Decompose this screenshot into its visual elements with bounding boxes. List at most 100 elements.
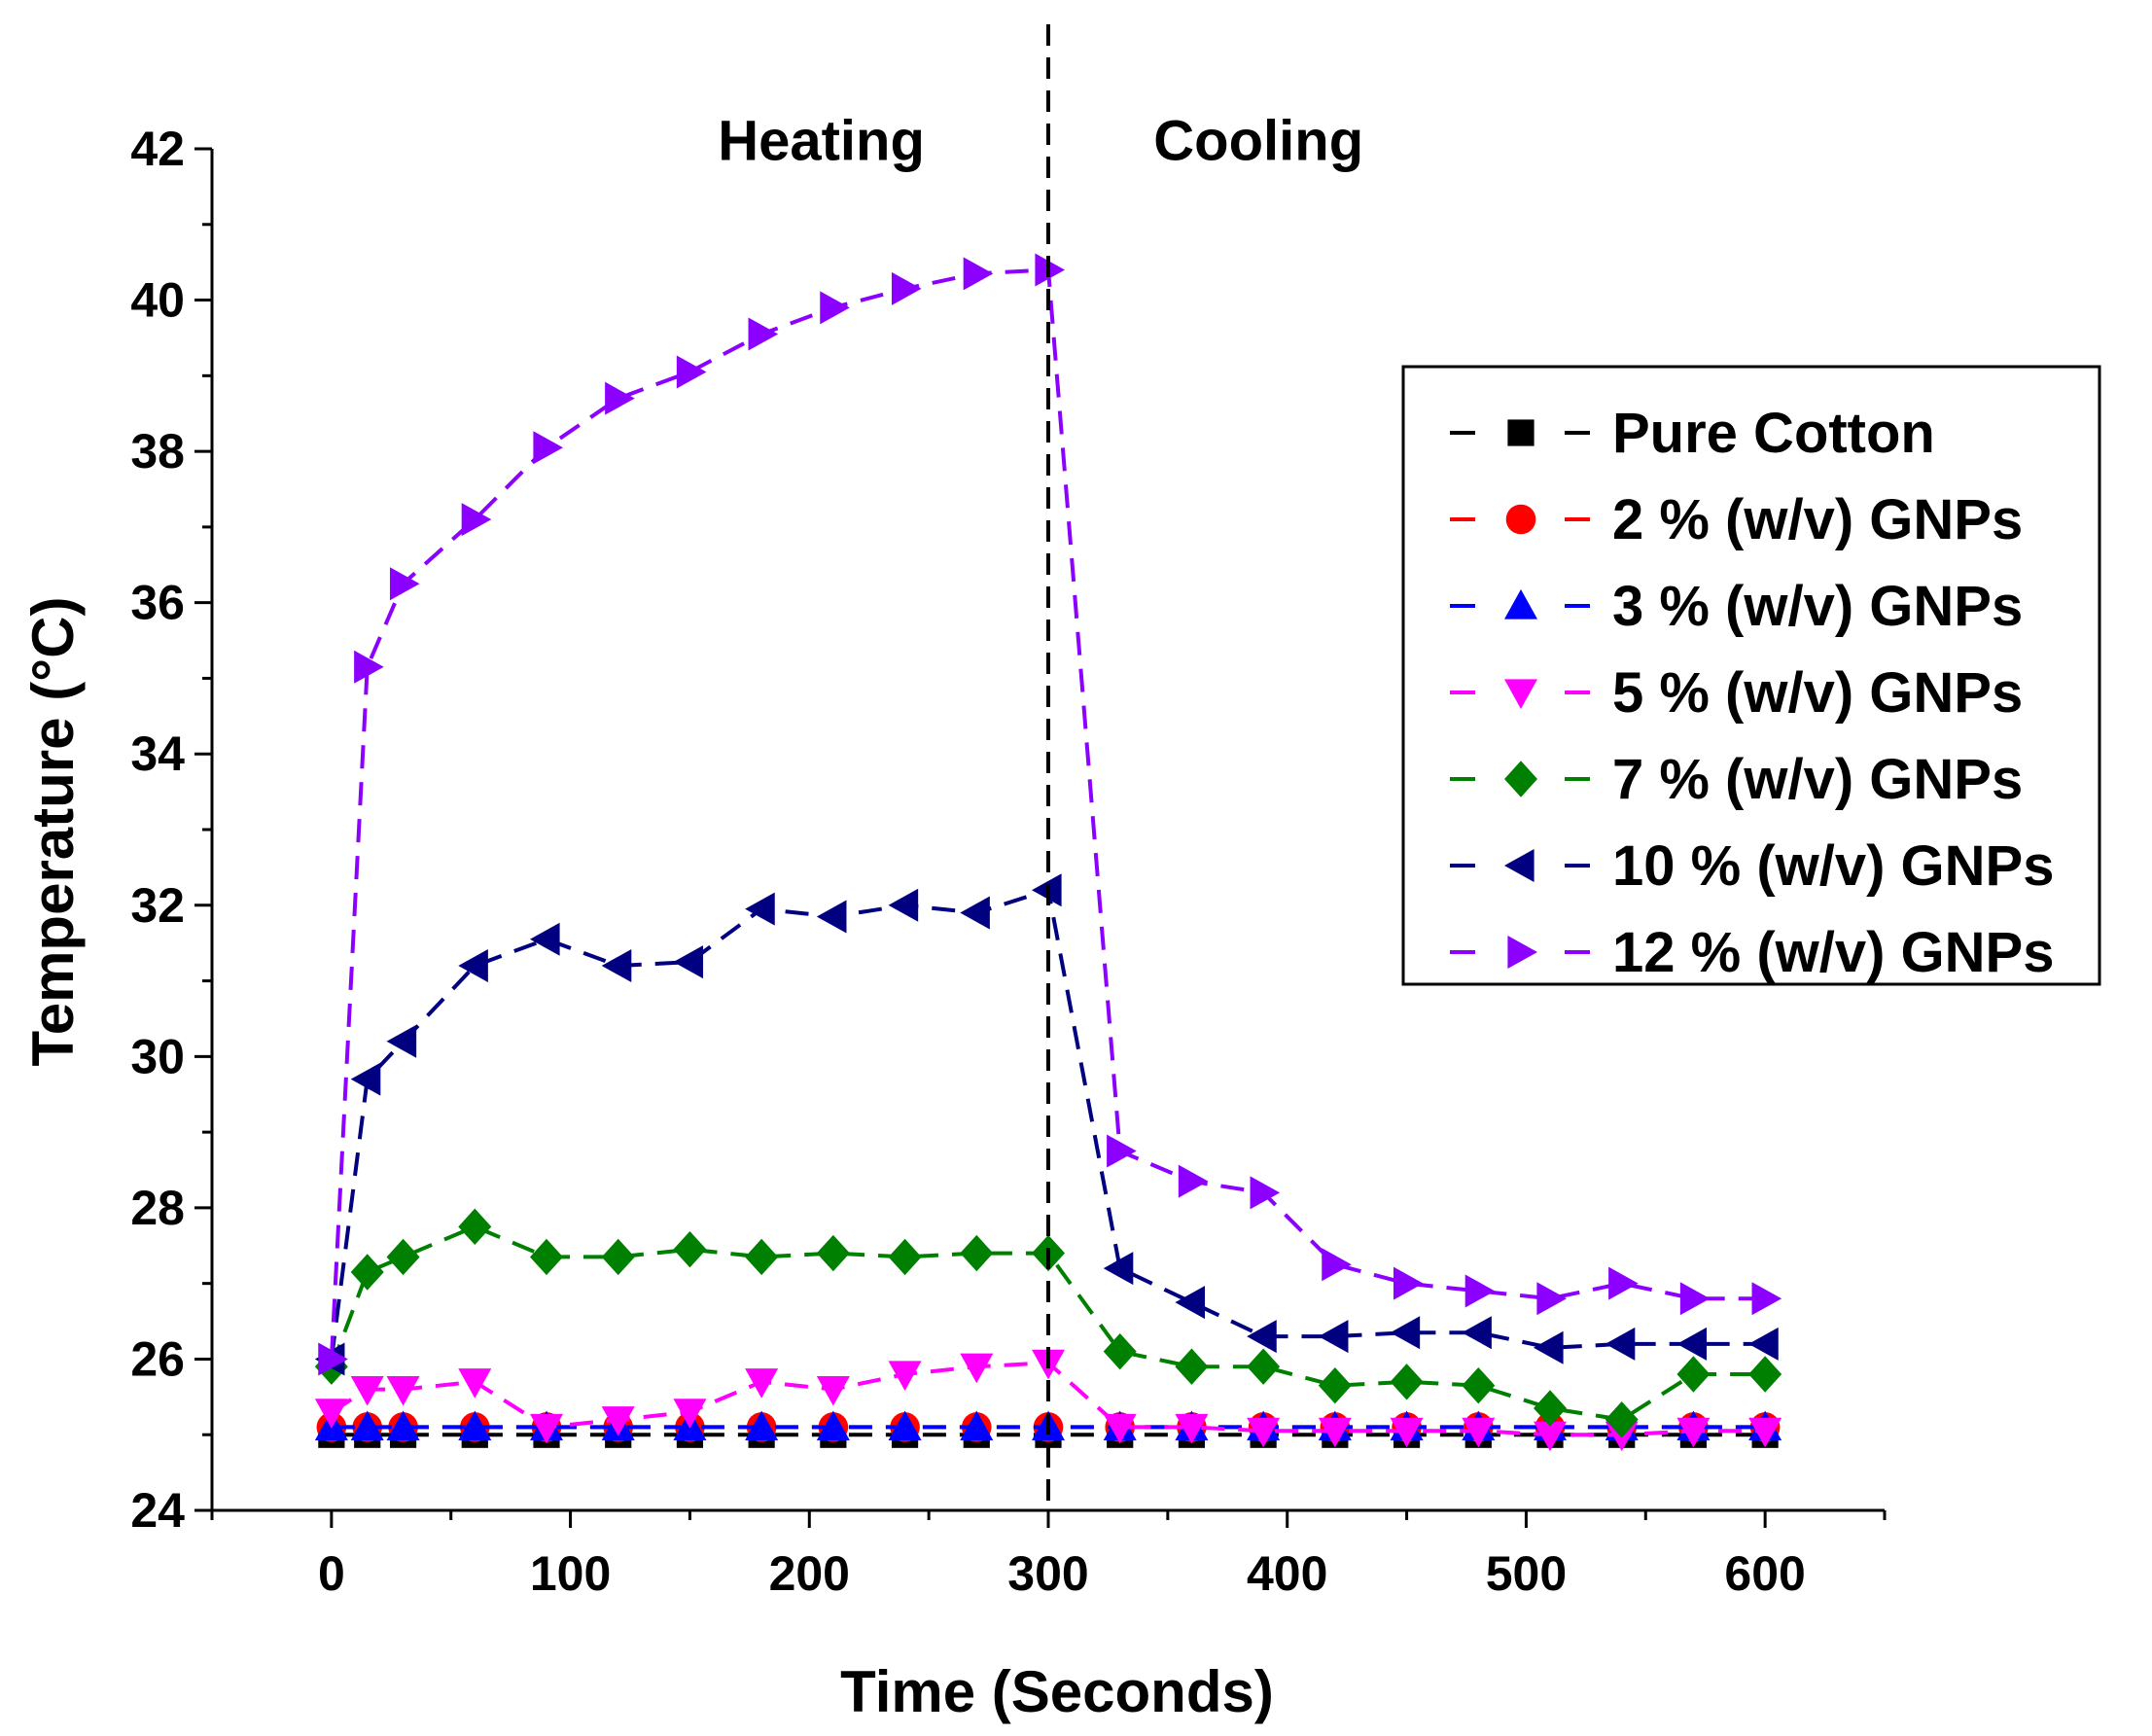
x-tick-label-400: 400 <box>1247 1546 1327 1601</box>
data-point-4-3 <box>458 1208 492 1246</box>
data-point-2-7 <box>745 1410 779 1441</box>
data-point-4-8 <box>816 1234 850 1272</box>
data-point-3-16 <box>1390 1417 1424 1448</box>
legend-marker-3 <box>1504 679 1537 709</box>
legend-marker-6 <box>1507 936 1537 969</box>
data-point-4-5 <box>601 1238 635 1276</box>
legend-item-4: 7 % (w/v) GNPs <box>1450 748 2023 811</box>
data-point-6-0 <box>318 1342 348 1376</box>
data-point-6-15 <box>1322 1248 1352 1282</box>
data-point-6-7 <box>748 317 779 351</box>
series-line-3 <box>330 1361 1766 1437</box>
data-point-4-4 <box>530 1238 563 1276</box>
data-point-3-6 <box>673 1399 707 1429</box>
data-point-6-2 <box>389 567 420 601</box>
data-point-6-8 <box>820 291 850 325</box>
x-tick-label-500: 500 <box>1486 1546 1567 1601</box>
series-5 <box>314 873 1779 1376</box>
data-point-5-14 <box>1247 1320 1277 1354</box>
x-tick-label-600: 600 <box>1724 1546 1805 1601</box>
legend-marker-2 <box>1504 589 1537 620</box>
data-point-3-7 <box>745 1368 779 1399</box>
legend-box <box>1401 365 2101 986</box>
data-point-4-21 <box>1748 1356 1782 1393</box>
data-point-3-17 <box>1462 1417 1496 1448</box>
data-point-5-7 <box>745 892 775 926</box>
data-point-6-1 <box>354 650 384 684</box>
data-point-5-12 <box>1103 1252 1134 1286</box>
data-point-4-18 <box>1534 1390 1567 1427</box>
legend-label-4: 7 % (w/v) GNPs <box>1612 748 2023 811</box>
legend-item-3: 5 % (w/v) GNPs <box>1450 661 2023 725</box>
data-point-5-16 <box>1390 1316 1421 1350</box>
data-point-5-21 <box>1748 1327 1779 1361</box>
y-tick-label-36: 36 <box>130 576 185 630</box>
data-point-6-19 <box>1608 1266 1639 1300</box>
data-point-6-5 <box>605 381 635 415</box>
data-point-6-21 <box>1751 1282 1782 1316</box>
data-point-5-5 <box>601 949 632 982</box>
data-point-5-19 <box>1605 1327 1636 1361</box>
data-point-2-1 <box>350 1410 384 1441</box>
data-point-5-20 <box>1676 1327 1708 1361</box>
data-point-5-13 <box>1175 1286 1206 1320</box>
legend: Pure Cotton 2 % (w/v) GNPs 3 % (w/v) GNPs 5… <box>1401 365 2101 986</box>
x-tick-label-0: 0 <box>318 1546 345 1601</box>
data-point-6-10 <box>963 257 994 291</box>
x-tick-label-300: 300 <box>1007 1546 1088 1601</box>
y-tick-label-26: 26 <box>130 1331 185 1386</box>
legend-marker-5 <box>1504 849 1535 882</box>
data-point-3-10 <box>960 1353 994 1384</box>
legend-marker-0 <box>1507 419 1535 446</box>
series-layer <box>314 253 1782 1452</box>
data-point-4-16 <box>1390 1364 1424 1400</box>
cooling-label: Cooling <box>1153 110 1363 173</box>
data-point-3-20 <box>1676 1417 1711 1448</box>
data-point-3-1 <box>350 1375 384 1406</box>
data-point-2-3 <box>458 1410 492 1441</box>
data-point-6-9 <box>891 271 922 305</box>
data-point-4-1 <box>350 1254 384 1291</box>
data-point-2-10 <box>960 1410 994 1441</box>
y-tick-label-30: 30 <box>130 1029 185 1083</box>
x-tick-label-200: 200 <box>769 1546 850 1601</box>
y-axis-title: Temperature (°C) <box>20 597 86 1067</box>
legend-item-1: 2 % (w/v) GNPs <box>1450 488 2023 551</box>
series-line-5 <box>329 887 1766 1360</box>
data-point-5-15 <box>1318 1320 1349 1354</box>
data-point-6-14 <box>1250 1176 1281 1210</box>
series-line-6 <box>329 267 1766 1360</box>
y-tick-label-28: 28 <box>130 1181 185 1235</box>
y-tick-label-42: 42 <box>130 122 185 176</box>
data-point-3-0 <box>314 1399 348 1429</box>
legend-label-0: Pure Cotton <box>1612 402 1935 465</box>
data-point-3-12 <box>1103 1413 1137 1444</box>
data-point-4-7 <box>745 1238 779 1276</box>
legend-marker-1 <box>1505 504 1536 535</box>
data-point-3-15 <box>1318 1417 1352 1448</box>
data-point-2-2 <box>386 1410 420 1441</box>
data-point-4-13 <box>1175 1348 1209 1385</box>
data-point-4-20 <box>1676 1356 1711 1393</box>
data-point-4-2 <box>386 1238 420 1276</box>
data-point-3-4 <box>530 1413 563 1444</box>
legend-item-0: Pure Cotton <box>1450 402 1935 465</box>
data-point-6-4 <box>533 431 563 465</box>
data-point-4-17 <box>1462 1366 1496 1404</box>
data-point-3-14 <box>1247 1417 1281 1448</box>
legend-item-6: 12 % (w/v) GNPs <box>1450 921 2054 984</box>
data-point-3-8 <box>816 1375 850 1406</box>
data-point-6-16 <box>1393 1266 1424 1300</box>
y-tick-label-38: 38 <box>130 424 185 478</box>
y-tick-label-24: 24 <box>130 1483 185 1538</box>
data-point-6-20 <box>1679 1282 1711 1316</box>
legend-label-6: 12 % (w/v) GNPs <box>1612 921 2054 984</box>
y-tick-label-32: 32 <box>130 878 185 933</box>
data-point-6-18 <box>1536 1282 1567 1316</box>
data-point-6-12 <box>1107 1134 1137 1168</box>
data-point-3-18 <box>1534 1421 1567 1452</box>
data-point-5-18 <box>1534 1330 1564 1364</box>
x-tick-label-100: 100 <box>530 1546 611 1601</box>
data-point-4-12 <box>1103 1332 1137 1370</box>
data-point-3-2 <box>386 1375 420 1406</box>
